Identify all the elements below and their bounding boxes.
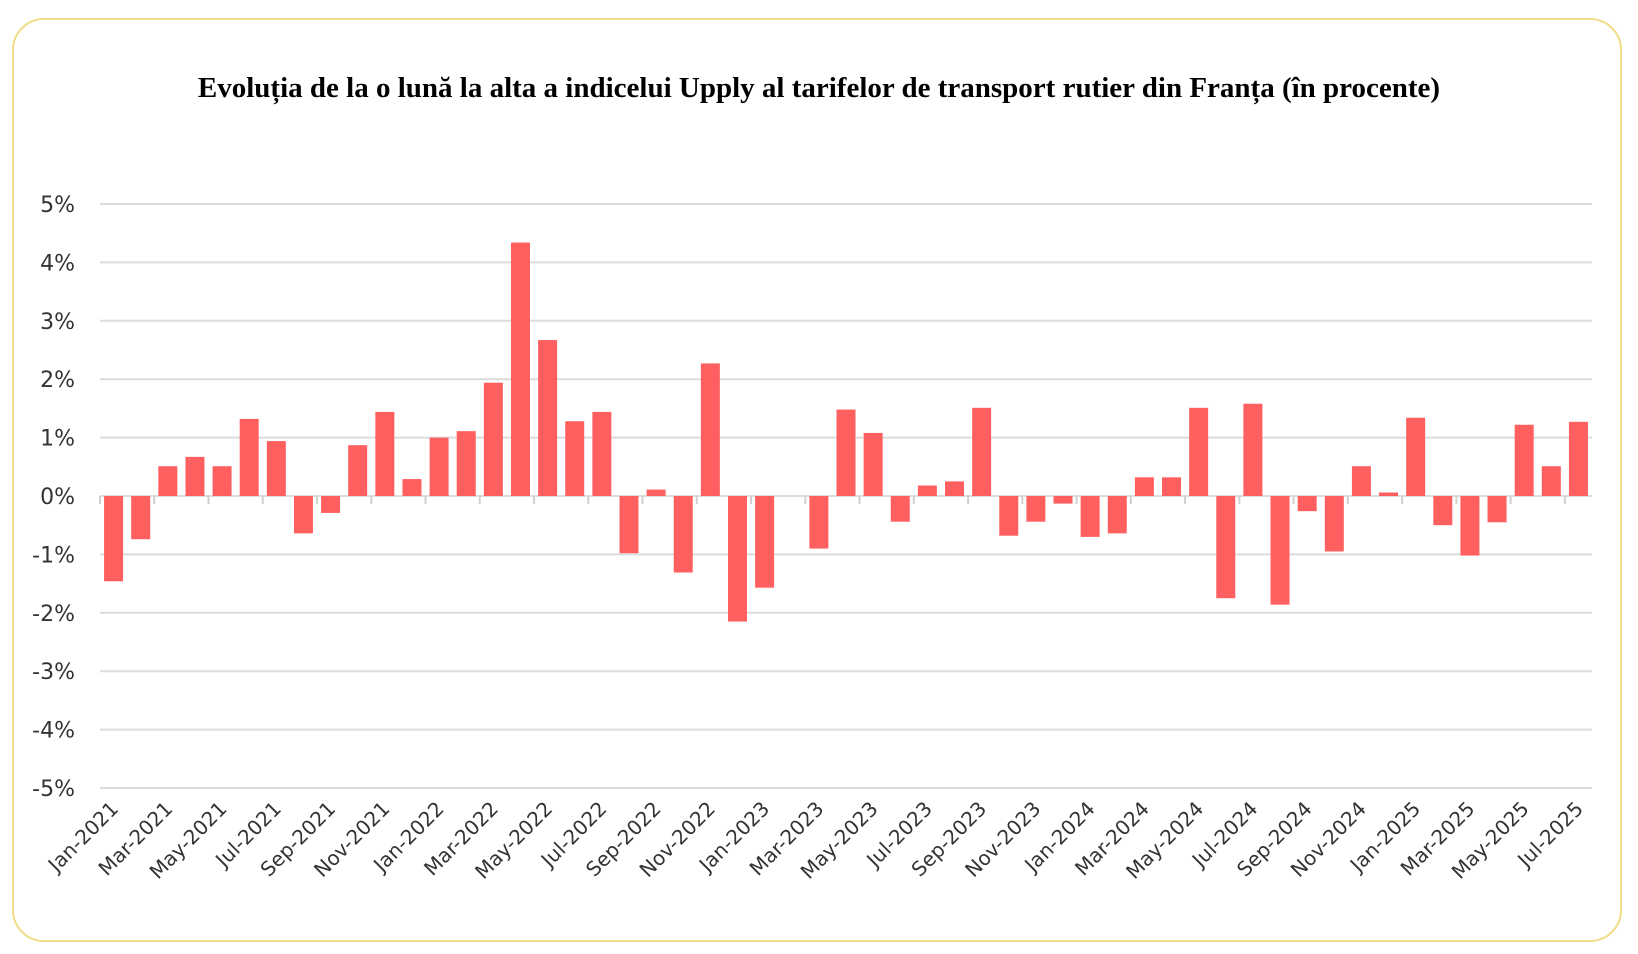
bar: [890, 496, 910, 522]
y-tick-label: 4%: [40, 251, 75, 276]
bar: [375, 411, 395, 496]
y-tick-label: -4%: [32, 719, 75, 744]
bar: [131, 496, 151, 540]
bar: [1134, 477, 1154, 496]
bar: [456, 431, 476, 496]
bar: [348, 445, 368, 496]
y-tick-label: -2%: [32, 602, 75, 627]
bar: [809, 496, 829, 549]
y-tick-label: -1%: [32, 543, 75, 568]
bar: [1216, 496, 1236, 599]
bar: [1243, 403, 1263, 496]
bar: [1026, 496, 1046, 522]
bar: [646, 489, 666, 496]
bar: [1433, 496, 1453, 526]
y-tick-label: -5%: [32, 777, 75, 802]
bar: [755, 496, 775, 588]
bar: [483, 382, 503, 496]
bar: [1487, 496, 1507, 523]
bar: [429, 437, 449, 496]
bar: [1514, 424, 1534, 496]
bar: [619, 496, 639, 554]
bar: [565, 421, 585, 496]
bar: [1189, 407, 1209, 496]
bar: [1568, 421, 1588, 496]
bar: [1460, 496, 1480, 556]
bar: [1297, 496, 1317, 512]
bar: [293, 496, 313, 534]
bar: [266, 441, 286, 496]
bar: [673, 496, 693, 573]
bar: [1379, 492, 1399, 496]
bar: [158, 466, 178, 496]
y-tick-label: 2%: [40, 368, 75, 393]
bar: [1541, 466, 1561, 496]
bar: [727, 496, 747, 622]
bar: [1053, 496, 1073, 504]
bar: [863, 432, 883, 496]
bar: [321, 496, 341, 513]
y-tick-label: 5%: [40, 193, 75, 218]
bar: [1107, 496, 1127, 534]
bar: [212, 466, 232, 496]
chart-title: Evoluția de la o lună la alta a indicelu…: [197, 72, 1441, 104]
bar: [510, 242, 530, 496]
bar: [700, 363, 720, 496]
bar: [538, 340, 558, 496]
bar: [402, 479, 422, 496]
bar: [1270, 496, 1290, 605]
bar: [999, 496, 1019, 536]
y-tick-label: 0%: [40, 485, 75, 510]
bar: [1351, 466, 1371, 496]
bar: [1162, 477, 1182, 496]
bar: [104, 496, 124, 582]
bar: [592, 411, 612, 496]
y-tick-label: -3%: [32, 660, 75, 685]
bar: [972, 407, 992, 496]
y-tick-label: 3%: [40, 310, 75, 335]
bar: [1406, 417, 1426, 496]
bar: [917, 485, 937, 496]
bar: [1080, 496, 1100, 537]
bar: [239, 418, 259, 496]
bar: [1324, 496, 1344, 552]
y-tick-label: 1%: [40, 427, 75, 452]
bar: [836, 409, 856, 496]
bar: [185, 456, 205, 496]
bar: [945, 481, 965, 496]
